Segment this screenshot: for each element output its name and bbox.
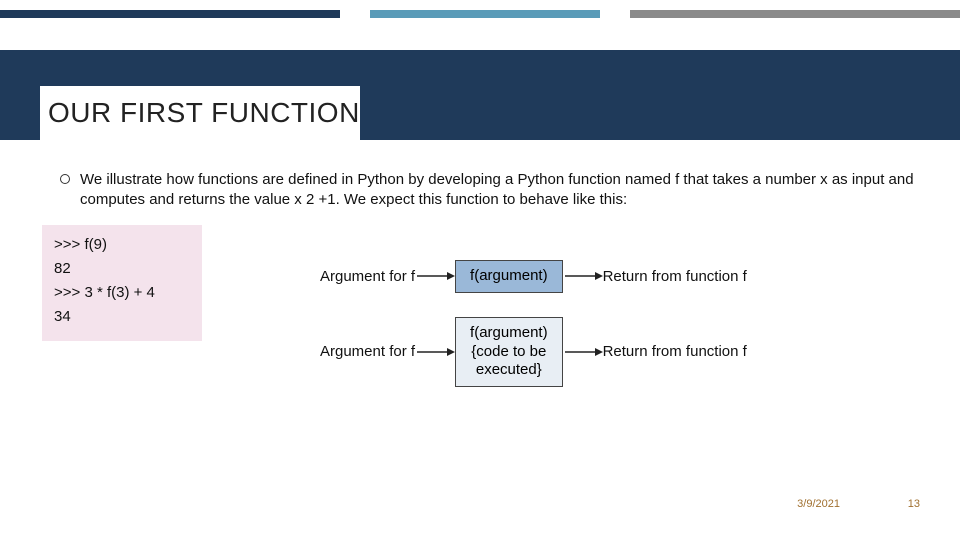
- diagram-row: Argument for f f(argument) Return from f…: [320, 260, 930, 293]
- title-overlay: OUR FIRST FUNCTION: [40, 86, 360, 140]
- diagram-area: Argument for f f(argument) Return from f…: [320, 260, 930, 411]
- footer-date: 3/9/2021: [797, 498, 840, 510]
- diagram-box-line: executed}: [470, 361, 548, 380]
- top-seg-5: [630, 10, 960, 18]
- diagram-box: f(argument) {code to be executed}: [455, 317, 563, 387]
- diagram-left-label: Argument for f: [320, 343, 415, 360]
- diagram-row: Argument for f f(argument) {code to be e…: [320, 317, 930, 387]
- top-seg-4: [600, 10, 630, 18]
- slide-title: OUR FIRST FUNCTION: [48, 97, 360, 129]
- code-line: 34: [54, 305, 190, 329]
- diagram-left-label: Argument for f: [320, 268, 415, 285]
- diagram-box-line: {code to be: [470, 343, 548, 362]
- arrow-right-icon: [563, 269, 603, 283]
- diagram-right-label: Return from function f: [603, 343, 747, 360]
- diagram-box: f(argument): [455, 260, 563, 293]
- code-example-box: >>> f(9) 82 >>> 3 * f(3) + 4 34: [42, 225, 202, 341]
- top-seg-2: [340, 10, 370, 18]
- diagram-box-line: f(argument): [470, 324, 548, 343]
- bullet-item: We illustrate how functions are defined …: [60, 170, 920, 211]
- arrow-right-icon: [563, 345, 603, 359]
- bullet-marker-icon: [60, 174, 70, 184]
- code-line: >>> 3 * f(3) + 4: [54, 281, 190, 305]
- footer-page-number: 13: [908, 498, 920, 510]
- arrow-right-icon: [415, 269, 455, 283]
- arrow-right-icon: [415, 345, 455, 359]
- bullet-text: We illustrate how functions are defined …: [80, 170, 920, 211]
- code-line: >>> f(9): [54, 233, 190, 257]
- code-line: 82: [54, 257, 190, 281]
- top-accent-bar: [0, 10, 960, 18]
- top-seg-1: [0, 10, 340, 18]
- top-seg-3: [370, 10, 600, 18]
- diagram-box-line: f(argument): [470, 267, 548, 286]
- diagram-right-label: Return from function f: [603, 268, 747, 285]
